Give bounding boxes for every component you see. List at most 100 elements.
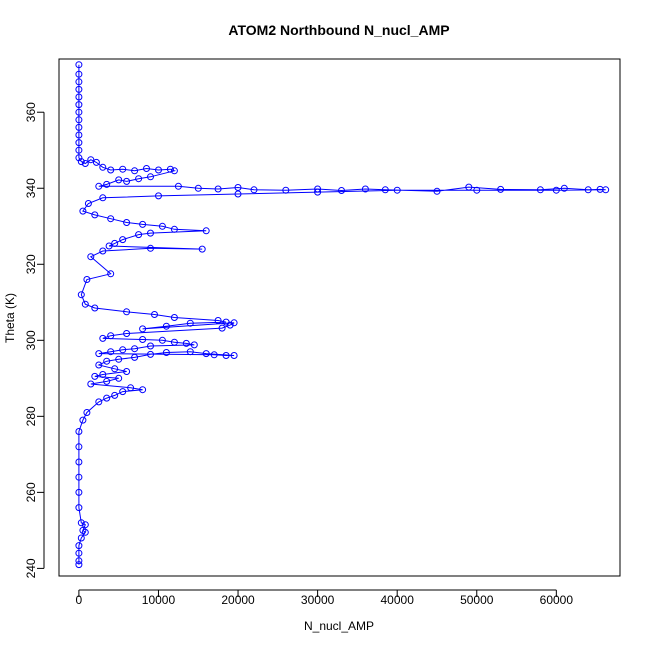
x-tick-label: 60000 <box>540 593 574 607</box>
data-point <box>234 190 242 198</box>
data-point <box>83 409 91 416</box>
data-point <box>123 330 131 337</box>
data-point <box>147 350 154 358</box>
data-point <box>119 346 127 354</box>
data-point <box>75 78 83 86</box>
data-point <box>75 504 83 512</box>
series-layer <box>75 61 610 569</box>
data-point <box>81 521 89 529</box>
data-point <box>81 160 89 167</box>
data-point <box>81 528 89 536</box>
data-point <box>75 101 83 109</box>
data-point <box>75 131 83 139</box>
data-point <box>338 187 345 194</box>
data-point <box>186 319 194 327</box>
data-point <box>584 186 592 194</box>
data-point <box>147 229 154 237</box>
data-point <box>314 185 322 193</box>
data-point <box>151 311 158 318</box>
data-point <box>186 348 194 356</box>
data-point <box>75 139 83 147</box>
data-point <box>230 319 238 327</box>
data-point <box>162 322 170 330</box>
data-point <box>75 473 83 481</box>
data-point <box>75 557 83 565</box>
data-point <box>147 244 154 252</box>
data-point <box>107 332 115 340</box>
data-point <box>99 334 107 342</box>
data-point <box>131 167 139 175</box>
data-point <box>147 173 154 181</box>
data-point <box>75 549 83 557</box>
data-point <box>135 231 143 239</box>
data-point <box>95 350 103 358</box>
data-point <box>119 236 127 244</box>
data-point <box>282 186 290 194</box>
data-point <box>99 247 107 255</box>
data-point <box>75 116 83 124</box>
x-axis-label: N_nucl_AMP <box>304 619 374 633</box>
data-point <box>393 186 401 194</box>
data-point <box>361 185 369 193</box>
data-point <box>84 200 92 207</box>
data-point <box>75 61 83 69</box>
data-point <box>77 291 85 299</box>
data-point <box>210 351 218 359</box>
data-point <box>123 368 131 375</box>
data-point <box>79 416 87 424</box>
y-axis-label: Theta (K) <box>3 293 17 343</box>
data-point <box>111 365 119 373</box>
data-point <box>250 186 258 194</box>
data-point <box>147 342 154 350</box>
y-tick-label: 240 <box>24 558 38 578</box>
data-point <box>79 207 87 215</box>
data-point <box>95 361 103 369</box>
data-point <box>182 339 190 347</box>
data-point <box>119 165 127 173</box>
data-point <box>99 163 107 171</box>
data-point <box>194 184 202 192</box>
data-point <box>560 184 568 192</box>
data-point <box>381 186 389 194</box>
data-point <box>77 519 85 527</box>
data-point <box>115 355 123 363</box>
data-point <box>139 336 147 343</box>
data-point <box>83 276 91 283</box>
data-point <box>473 186 481 194</box>
data-point <box>81 300 89 308</box>
x-tick-label: 30000 <box>301 593 335 607</box>
data-point <box>99 194 107 202</box>
data-point <box>218 324 226 332</box>
data-point <box>99 371 107 378</box>
data-point <box>103 180 111 188</box>
data-point <box>214 317 222 324</box>
data-point <box>170 225 178 233</box>
data-point <box>123 219 131 226</box>
data-point <box>497 185 505 193</box>
data-point <box>230 352 238 359</box>
data-point <box>202 227 210 235</box>
x-tick-label: 40000 <box>381 593 415 607</box>
plot-frame <box>58 58 621 577</box>
data-point <box>75 443 83 451</box>
x-tick-label: 10000 <box>142 593 176 607</box>
data-point <box>214 185 222 193</box>
data-point <box>143 165 150 172</box>
data-point <box>115 176 123 184</box>
data-point <box>92 158 100 166</box>
data-point <box>170 314 178 321</box>
y-tick-label: 280 <box>24 406 38 426</box>
data-point <box>107 166 115 174</box>
x-tick-label: 50000 <box>460 593 494 607</box>
data-point <box>222 352 230 359</box>
data-point <box>75 108 83 116</box>
data-point <box>465 183 473 191</box>
data-point <box>158 222 166 230</box>
data-point <box>139 220 147 228</box>
data-point <box>131 353 139 361</box>
data-point <box>123 177 131 185</box>
data-point <box>202 350 210 358</box>
data-point <box>433 187 441 195</box>
x-tick-label: 20000 <box>221 593 255 607</box>
data-point <box>75 93 83 101</box>
